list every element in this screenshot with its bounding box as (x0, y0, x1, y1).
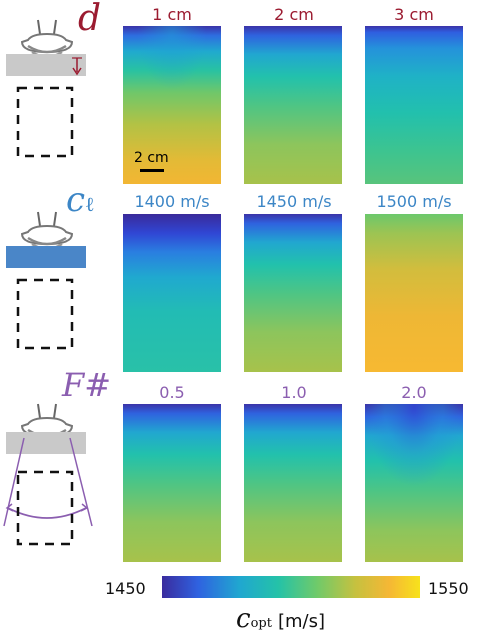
label-f-05: 0.5 (159, 383, 185, 402)
heatmap-f-05 (123, 404, 221, 562)
colorbar-title: copt [m/s] (236, 604, 325, 634)
heatmap-d-3cm (365, 26, 463, 184)
schematic-fnumber-icon (3, 403, 93, 546)
label-f-20: 2.0 (401, 383, 427, 402)
scale-bar-label: 2 cm (134, 150, 169, 166)
label-c-1450: 1450 m/s (256, 192, 332, 211)
heatmap-c-1400 (123, 214, 221, 372)
schematic-depth-icon (6, 19, 86, 158)
colorbar-title-sub: opt (250, 616, 272, 631)
label-c-1500: 1500 m/s (376, 192, 452, 211)
label-f-10: 1.0 (281, 383, 307, 402)
heatmap-f-20 (365, 404, 463, 562)
heatmap-c-1500 (365, 214, 463, 372)
heatmap-c-1450 (244, 214, 342, 372)
label-d-2cm: 2 cm (274, 5, 314, 24)
label-d-3cm: 3 cm (394, 5, 434, 24)
label-d-1cm: 1 cm (152, 5, 192, 24)
heatmap-f-10 (244, 404, 342, 562)
colorbar-min-label: 1450 (105, 579, 146, 598)
row-symbol-d: d (78, 0, 102, 39)
colorbar-title-unit: [m/s] (277, 611, 326, 632)
colorbar-title-symbol: c (236, 604, 251, 634)
heatmap-d-2cm (244, 26, 342, 184)
scale-bar (140, 169, 164, 172)
colorbar (162, 576, 420, 598)
colorbar-max-label: 1550 (428, 579, 469, 598)
schematic-speed-icon (6, 211, 86, 350)
row-symbol-f-number: F# (62, 366, 112, 404)
row-symbol-c: cℓ (66, 180, 95, 220)
label-c-1400: 1400 m/s (134, 192, 210, 211)
heatmap-d-1cm (123, 26, 221, 184)
